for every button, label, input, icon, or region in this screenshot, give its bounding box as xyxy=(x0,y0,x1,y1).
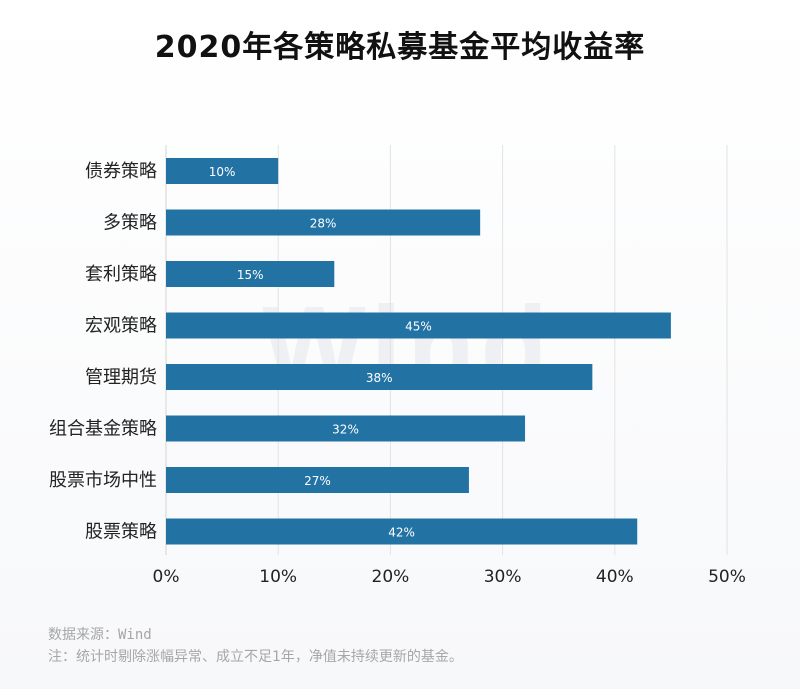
x-tick-label: 30% xyxy=(484,567,522,587)
category-label: 组合基金策略 xyxy=(49,419,157,440)
category-label: 股票策略 xyxy=(85,522,157,543)
bar xyxy=(166,209,481,236)
bar xyxy=(166,518,638,545)
x-tick-label: 50% xyxy=(708,567,746,587)
bar xyxy=(166,261,335,287)
x-tick-label: 10% xyxy=(259,567,297,587)
category-label: 多策略 xyxy=(103,213,157,234)
bar-data-label: 45% xyxy=(405,320,432,334)
x-tick-label: 40% xyxy=(596,567,634,587)
category-label: 债券策略 xyxy=(85,161,157,182)
bar-data-label: 28% xyxy=(310,217,337,231)
bar xyxy=(166,364,593,390)
bar xyxy=(166,415,526,442)
bar-data-label: 42% xyxy=(388,526,415,540)
x-tick-label: 20% xyxy=(372,567,410,587)
category-label: 套利策略 xyxy=(85,264,157,285)
bar-data-label: 27% xyxy=(304,474,331,488)
bar-data-label: 32% xyxy=(332,423,359,437)
bar xyxy=(166,312,671,339)
exclusion-note: 注：统计时剔除涨幅异常、成立不足1年，净值未持续更新的基金。 xyxy=(48,649,463,665)
category-label: 股票市场中性 xyxy=(49,470,157,491)
chart-footer: 数据来源：Wind 注：统计时剔除涨幅异常、成立不足1年，净值未持续更新的基金。 xyxy=(48,624,463,668)
category-label: 宏观策略 xyxy=(85,316,157,337)
chart-title: 2020年各策略私募基金平均收益率 xyxy=(154,30,646,65)
bar xyxy=(166,467,469,493)
bar xyxy=(166,158,279,184)
bar-data-label: 10% xyxy=(209,165,236,179)
category-label: 管理期货 xyxy=(85,367,157,388)
source-note: 数据来源：Wind xyxy=(48,627,152,643)
x-tick-label: 0% xyxy=(153,567,180,587)
bar-data-label: 38% xyxy=(366,371,393,385)
bar-data-label: 15% xyxy=(237,268,264,282)
